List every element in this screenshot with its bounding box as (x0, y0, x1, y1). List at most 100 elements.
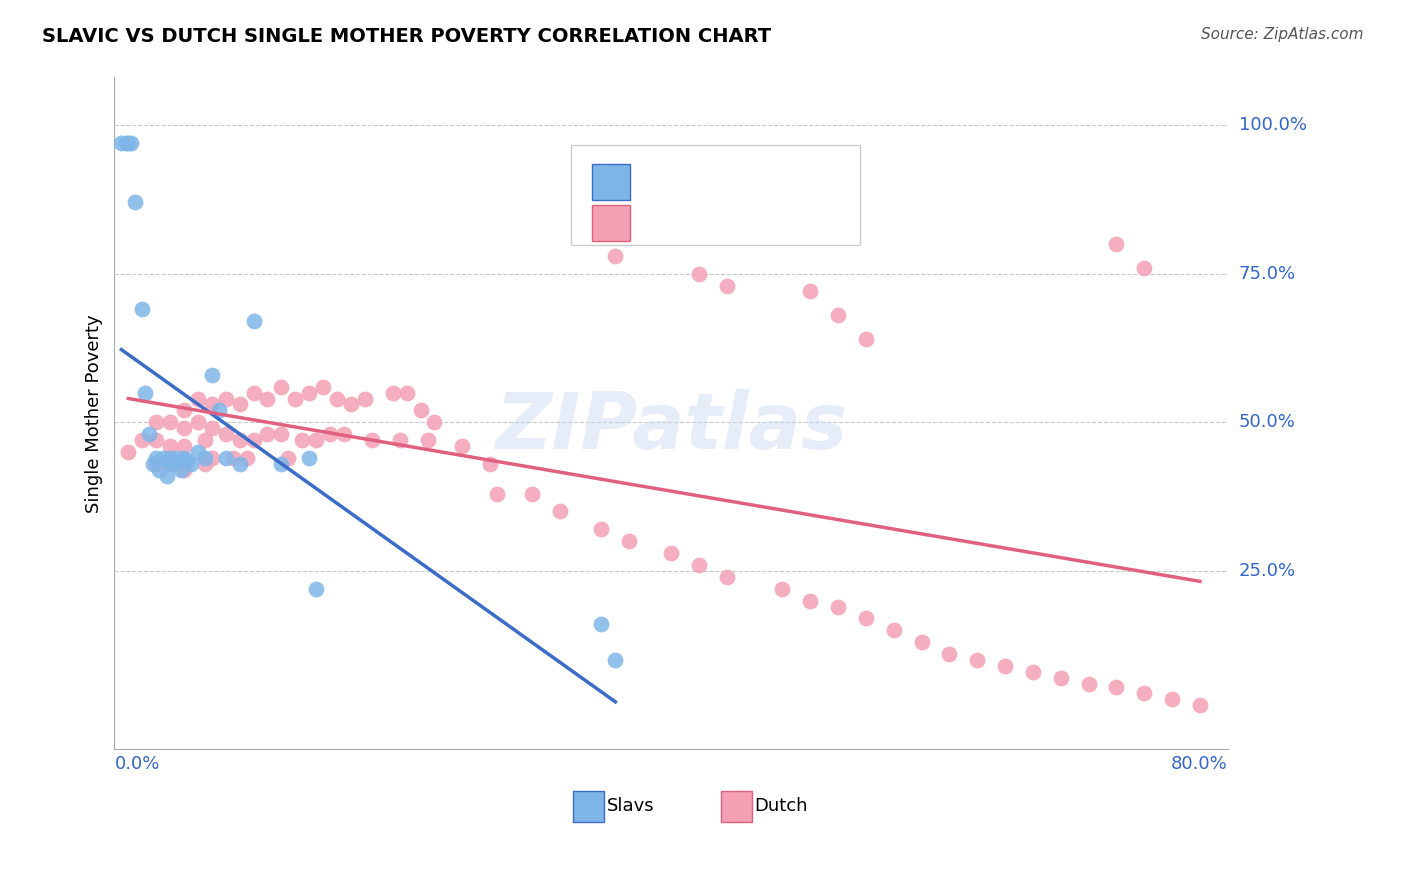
Point (110, 136, 132, 150)
Point (170, 463, 193, 477)
Point (1077, 677, 1099, 691)
Point (966, 653, 988, 667)
Point (201, 397, 224, 411)
Point (1161, 691, 1184, 706)
Point (194, 450, 217, 465)
Text: Source: ZipAtlas.com: Source: ZipAtlas.com (1201, 27, 1364, 42)
Point (619, 534, 641, 549)
Point (176, 454, 198, 468)
Point (423, 415, 446, 429)
Point (340, 397, 363, 411)
Point (827, 308, 849, 322)
Point (228, 457, 250, 471)
Point (360, 433, 382, 447)
Text: SLAVIC VS DUTCH SINGLE MOTHER POVERTY CORRELATION CHART: SLAVIC VS DUTCH SINGLE MOTHER POVERTY CO… (42, 27, 772, 45)
Point (162, 457, 184, 471)
Text: Dutch: Dutch (755, 797, 808, 815)
Point (117, 445, 139, 459)
Point (1105, 680, 1128, 694)
Point (228, 433, 250, 447)
Point (208, 403, 231, 417)
Point (291, 433, 314, 447)
Point (938, 647, 960, 661)
Point (354, 392, 377, 406)
Point (173, 403, 195, 417)
Point (591, 617, 613, 632)
Point (688, 558, 710, 572)
Point (173, 463, 195, 477)
Point (215, 392, 238, 406)
FancyBboxPatch shape (574, 791, 605, 822)
Point (799, 285, 821, 299)
Point (591, 195, 613, 210)
Point (388, 433, 411, 447)
Point (173, 421, 195, 435)
Point (173, 450, 195, 465)
Point (159, 415, 181, 429)
Text: 25.0%: 25.0% (1239, 562, 1296, 580)
Text: 75.0%: 75.0% (1239, 265, 1296, 283)
Point (145, 450, 167, 465)
Point (591, 522, 613, 536)
Point (270, 427, 292, 442)
Text: 100.0%: 100.0% (1239, 116, 1306, 134)
Point (159, 457, 181, 471)
Point (855, 332, 877, 346)
Point (201, 421, 224, 435)
Point (201, 450, 224, 465)
Point (1133, 260, 1156, 275)
Point (166, 450, 188, 465)
Point (1188, 698, 1211, 712)
Point (131, 433, 153, 447)
Point (148, 463, 170, 477)
Point (716, 278, 738, 293)
Point (159, 439, 181, 453)
Point (134, 385, 156, 400)
Point (799, 593, 821, 607)
Point (201, 368, 224, 382)
Point (994, 659, 1017, 673)
Point (187, 392, 209, 406)
Point (159, 454, 181, 468)
Point (298, 385, 321, 400)
Point (451, 439, 474, 453)
Point (256, 427, 278, 442)
Point (145, 457, 167, 471)
Point (1022, 665, 1045, 679)
Point (416, 433, 439, 447)
Point (409, 403, 432, 417)
Point (395, 385, 418, 400)
Point (124, 195, 146, 210)
Point (215, 427, 238, 442)
Point (326, 392, 349, 406)
Point (548, 504, 571, 518)
Point (180, 457, 202, 471)
Point (298, 450, 321, 465)
Point (855, 611, 877, 625)
Point (605, 249, 627, 263)
Point (883, 624, 905, 638)
Point (770, 582, 793, 596)
Point (228, 397, 250, 411)
Point (479, 457, 502, 471)
Point (486, 486, 509, 500)
Point (333, 427, 356, 442)
Point (159, 450, 181, 465)
Point (222, 450, 245, 465)
Point (156, 468, 179, 483)
Point (242, 385, 264, 400)
Point (631, 225, 654, 239)
Point (605, 653, 627, 667)
Point (305, 433, 328, 447)
Point (120, 136, 142, 150)
FancyBboxPatch shape (592, 164, 630, 200)
Point (910, 635, 932, 649)
Point (520, 486, 543, 500)
Point (145, 433, 167, 447)
Point (242, 314, 264, 328)
Point (194, 457, 217, 471)
Point (270, 379, 292, 393)
Point (131, 302, 153, 317)
Point (242, 433, 264, 447)
Text: 0.0%: 0.0% (114, 756, 160, 773)
